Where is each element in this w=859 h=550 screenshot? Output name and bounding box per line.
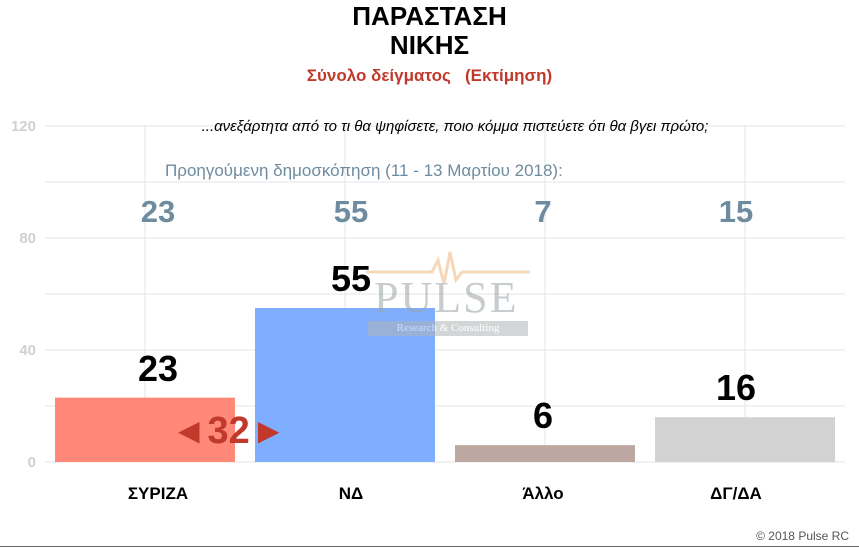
- category-label: ΣΥΡΙΖΑ: [127, 484, 189, 503]
- bar-1: [55, 397, 235, 462]
- left-arrow-icon: ◀: [178, 415, 200, 446]
- pulse-watermark-logo: PULSE Research & Consulting: [366, 250, 530, 340]
- chart-subtitle: Σύνολο δείγματος (Εκτίμηση): [306, 66, 553, 85]
- previous-value-label: 55: [333, 194, 369, 229]
- category-label: ΔΓ/ΔΑ: [710, 484, 762, 503]
- pulse-line-icon: [366, 251, 530, 285]
- category-label: Άλλο: [522, 484, 564, 503]
- watermark-tagline: Research & Consulting: [368, 321, 528, 336]
- right-arrow-icon: ▶: [257, 415, 280, 446]
- y-tick-label: 40: [19, 342, 36, 359]
- previous-value-label: 15: [718, 194, 754, 229]
- chart-title: ΠΑΡΑΣΤΑΣΗ ΝΙΚΗΣ: [0, 2, 859, 60]
- y-tick-label: 120: [10, 118, 36, 135]
- lead-gap-value: 32: [207, 410, 250, 452]
- bar-4: [655, 417, 835, 462]
- watermark-brand: PULSE: [374, 273, 519, 322]
- copyright-notice: © 2018 Pulse RC: [756, 529, 849, 543]
- previous-value-label: 23: [140, 194, 176, 229]
- bar-value-label: 55: [330, 258, 372, 299]
- y-tick-label: 80: [19, 230, 36, 247]
- bar-3: [455, 445, 635, 462]
- lead-gap-annotation: ◀ 32 ▶: [178, 407, 279, 455]
- category-label: ΝΔ: [338, 484, 364, 503]
- bottom-divider: [0, 546, 859, 547]
- previous-poll-caption: Προηγούμενη δημοσκόπηση (11 - 13 Μαρτίου…: [165, 161, 563, 180]
- bar-value-label: 23: [137, 347, 179, 389]
- survey-question: ...ανεξάρτητα από το τι θα ψηφίσετε, ποι…: [201, 118, 709, 135]
- previous-value-label: 7: [534, 194, 552, 229]
- y-tick-label: 0: [27, 454, 36, 471]
- chart-title-line1: ΠΑΡΑΣΤΑΣΗ: [352, 1, 507, 31]
- bar-value-label: 16: [715, 367, 757, 409]
- chart-title-line2: ΝΙΚΗΣ: [389, 30, 470, 60]
- bar-value-label: 6: [532, 395, 554, 437]
